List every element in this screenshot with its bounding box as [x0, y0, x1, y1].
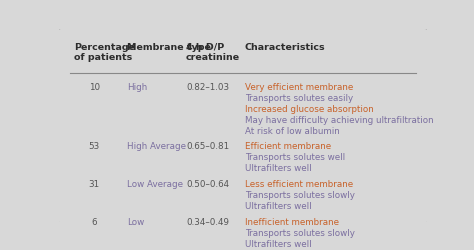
Text: Very efficient membrane: Very efficient membrane — [245, 83, 353, 92]
Text: Membrane type: Membrane type — [127, 42, 211, 51]
Text: 53: 53 — [89, 142, 100, 150]
Text: Low: Low — [127, 217, 145, 226]
Text: Transports solutes slowly: Transports solutes slowly — [245, 190, 355, 199]
Text: Efficient membrane: Efficient membrane — [245, 142, 331, 150]
Text: 0.65–0.81: 0.65–0.81 — [186, 142, 229, 150]
Text: 0.50–0.64: 0.50–0.64 — [186, 179, 229, 188]
Text: Inefficient membrane: Inefficient membrane — [245, 217, 339, 226]
Text: Ultrafilters well: Ultrafilters well — [245, 201, 311, 210]
Text: At risk of low albumin: At risk of low albumin — [245, 127, 339, 136]
Text: 31: 31 — [89, 179, 100, 188]
Text: Transports solutes easily: Transports solutes easily — [245, 94, 353, 103]
Text: 0.82–1.03: 0.82–1.03 — [186, 83, 229, 92]
Text: Less efficient membrane: Less efficient membrane — [245, 179, 353, 188]
Text: 6: 6 — [91, 217, 97, 226]
Text: Transports solutes well: Transports solutes well — [245, 152, 345, 162]
Text: Percentage
of patients: Percentage of patients — [74, 42, 135, 62]
Text: 0.34–0.49: 0.34–0.49 — [186, 217, 229, 226]
Text: Low Average: Low Average — [127, 179, 183, 188]
Text: 4 h D/P
creatinine: 4 h D/P creatinine — [186, 42, 240, 62]
Text: Transports solutes slowly: Transports solutes slowly — [245, 228, 355, 237]
Text: Increased glucose absorption: Increased glucose absorption — [245, 105, 374, 114]
Text: May have difficulty achieving ultrafiltration: May have difficulty achieving ultrafiltr… — [245, 116, 433, 125]
Text: High Average: High Average — [127, 142, 186, 150]
FancyBboxPatch shape — [57, 29, 428, 224]
Text: Ultrafilters well: Ultrafilters well — [245, 164, 311, 172]
Text: Ultrafilters well: Ultrafilters well — [245, 239, 311, 248]
Text: High: High — [127, 83, 147, 92]
Text: Characteristics: Characteristics — [245, 42, 325, 51]
Text: 10: 10 — [89, 83, 100, 92]
